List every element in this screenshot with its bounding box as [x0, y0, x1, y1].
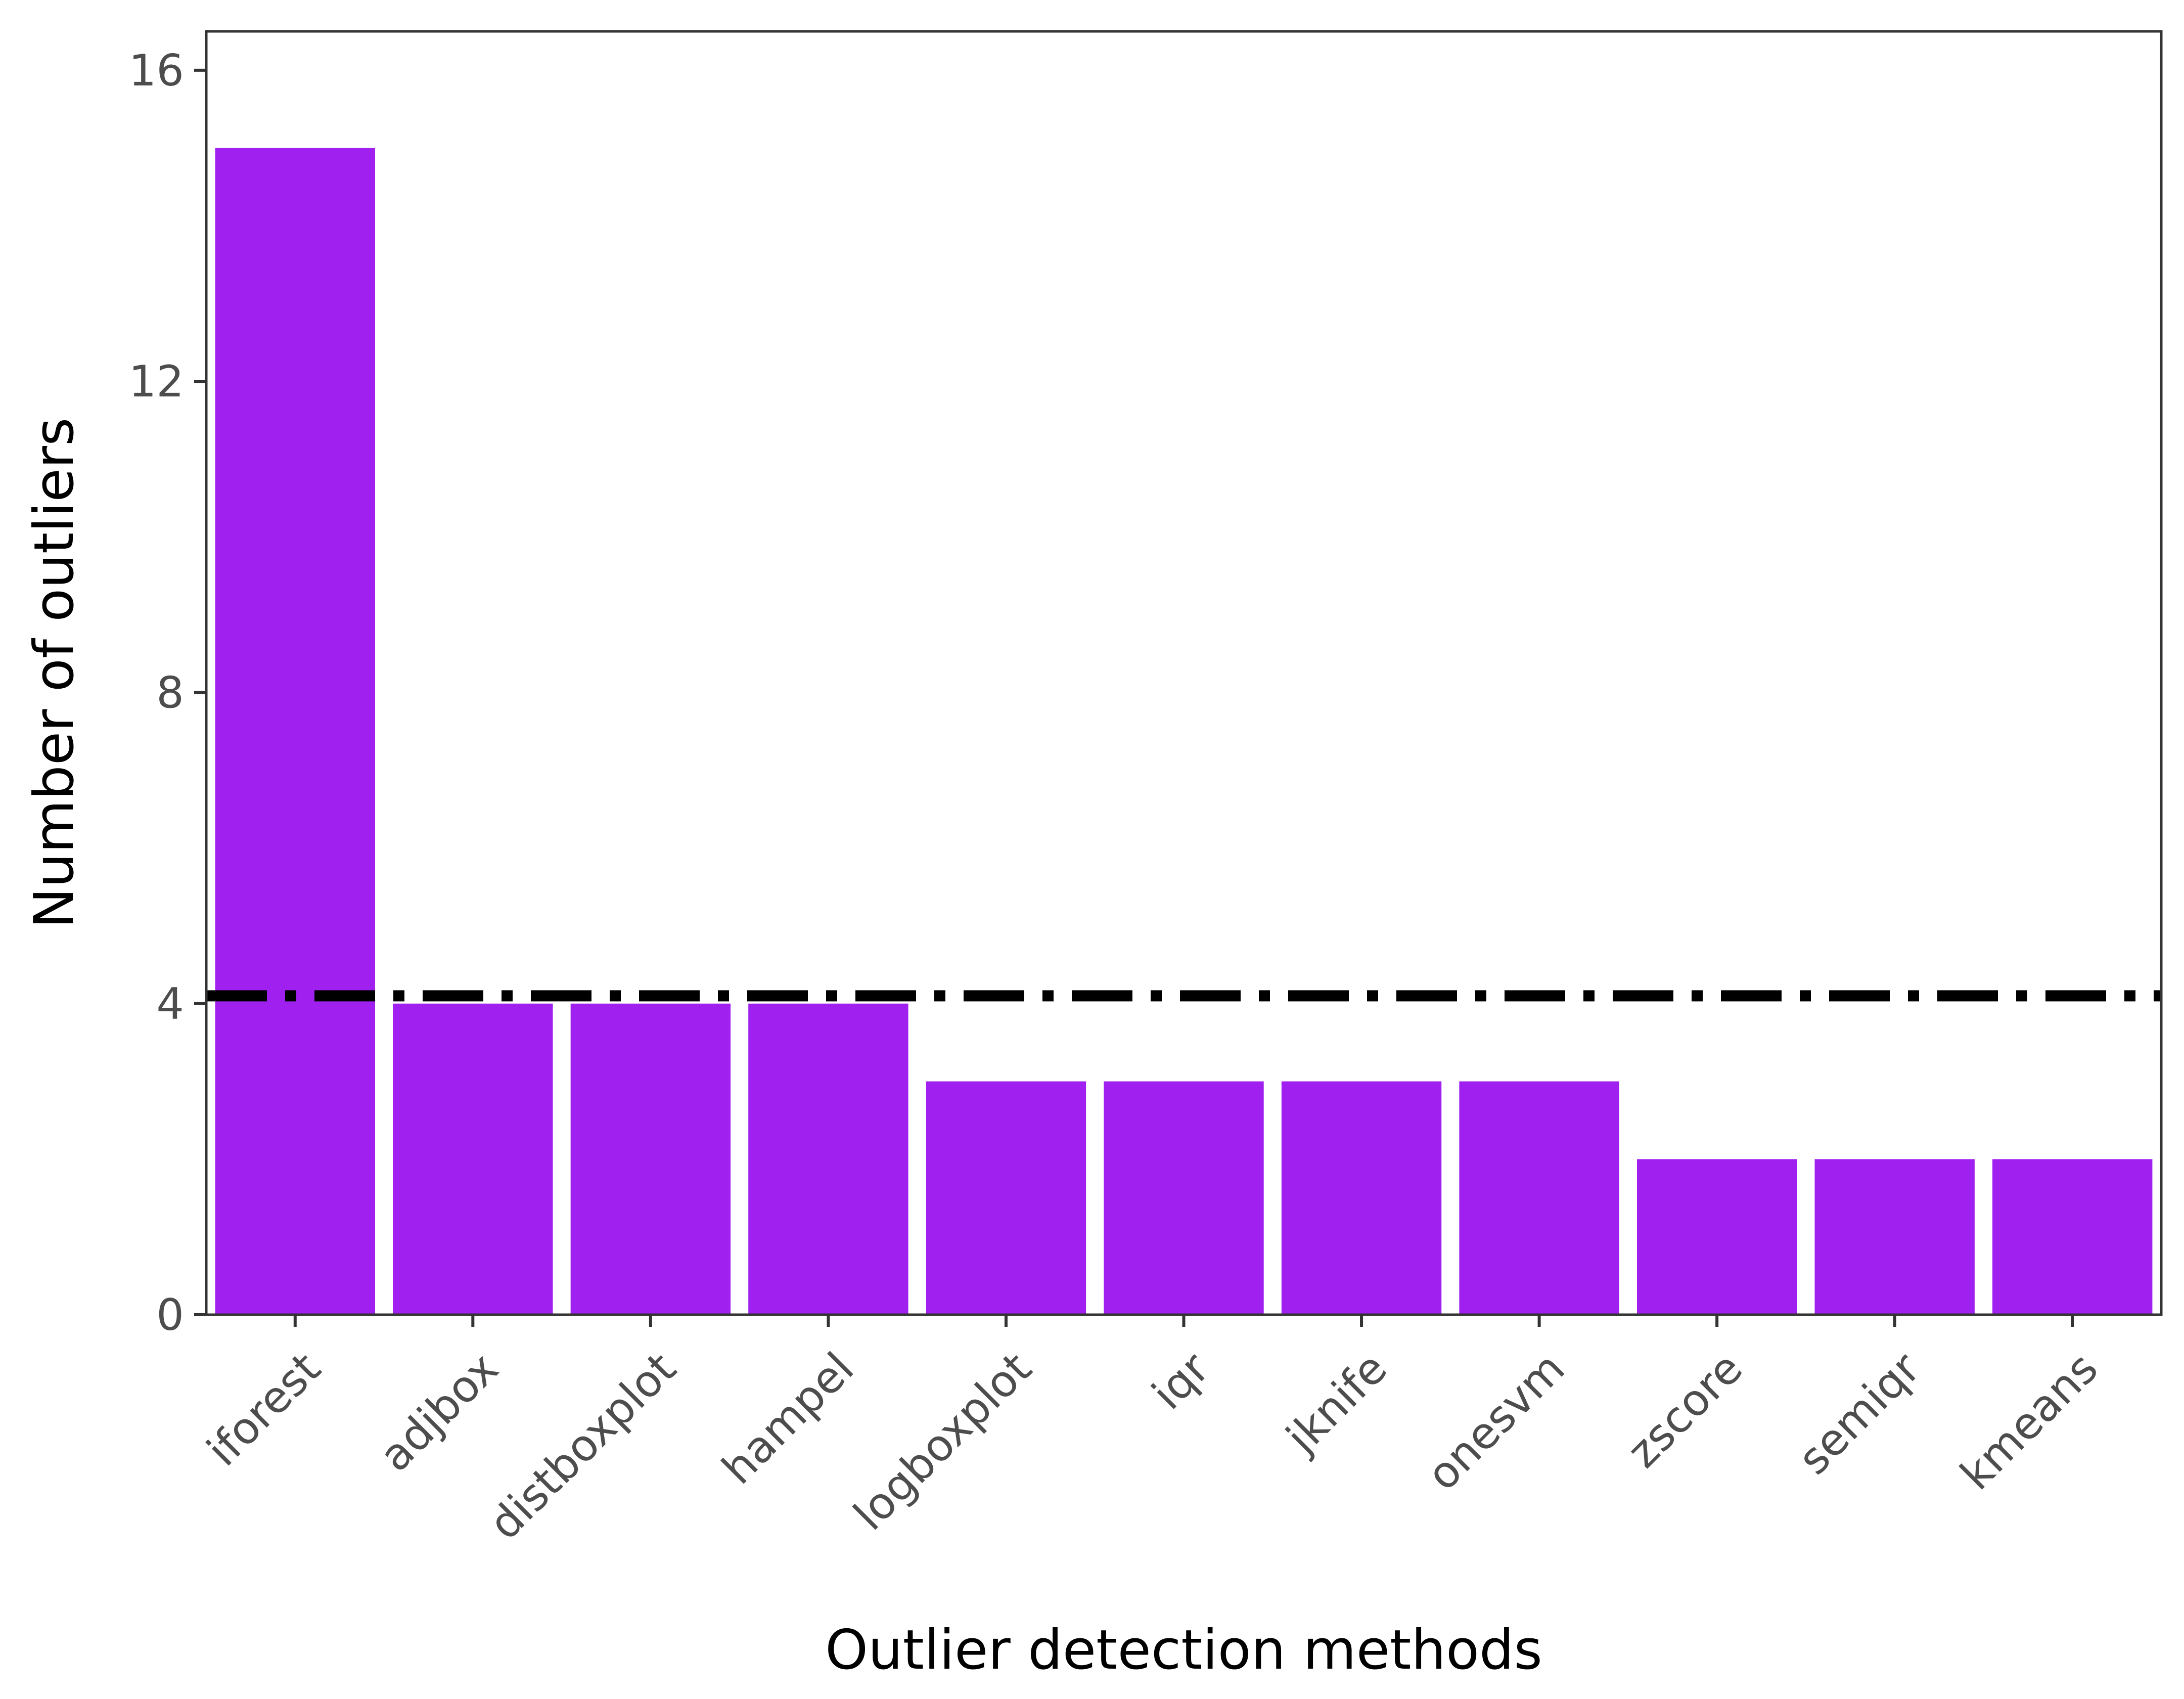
- x-tick-label-onesvm: onesvm: [1418, 1343, 1575, 1500]
- bar-adjbox: [393, 1003, 553, 1315]
- bar-logboxplot: [926, 1081, 1086, 1315]
- y-tick-label: 0: [156, 1290, 184, 1340]
- x-tick-label-adjbox: adjbox: [370, 1343, 508, 1481]
- x-tick-label-zscore: zscore: [1618, 1343, 1752, 1478]
- x-tick-label-iqr: iqr: [1143, 1343, 1219, 1420]
- y-tick-label: 16: [129, 46, 184, 96]
- x-tick-label-iforest: iforest: [198, 1343, 331, 1476]
- x-tick-label-distboxplot: distboxplot: [480, 1343, 686, 1549]
- y-tick-label: 8: [156, 667, 184, 718]
- bar-kmeans: [1992, 1159, 2153, 1315]
- x-tick-label-kmeans: kmeans: [1951, 1343, 2108, 1500]
- bar-semiqr: [1814, 1159, 1975, 1315]
- bar-hampel: [748, 1003, 908, 1315]
- x-axis-title: Outlier detection methods: [825, 1619, 1542, 1682]
- y-tick-label: 4: [156, 979, 184, 1030]
- y-axis: 0 4 8 12 16: [129, 46, 206, 1340]
- bar-iforest: [215, 148, 375, 1315]
- x-tick-label-semiqr: semiqr: [1789, 1343, 1930, 1485]
- x-tick-label-logboxplot: logboxplot: [844, 1343, 1041, 1540]
- bar-iqr: [1104, 1081, 1264, 1315]
- bar-zscore: [1636, 1159, 1797, 1315]
- bar-onesvm: [1459, 1081, 1619, 1315]
- bar-jknife: [1281, 1081, 1442, 1315]
- y-tick-label: 12: [129, 356, 184, 407]
- bar-distboxplot: [570, 1003, 731, 1315]
- y-axis-title: Number of outliers: [23, 418, 86, 929]
- x-tick-label-jknife: jknife: [1276, 1343, 1397, 1464]
- x-tick-label-hampel: hampel: [713, 1343, 864, 1494]
- bars-layer: [215, 148, 2153, 1315]
